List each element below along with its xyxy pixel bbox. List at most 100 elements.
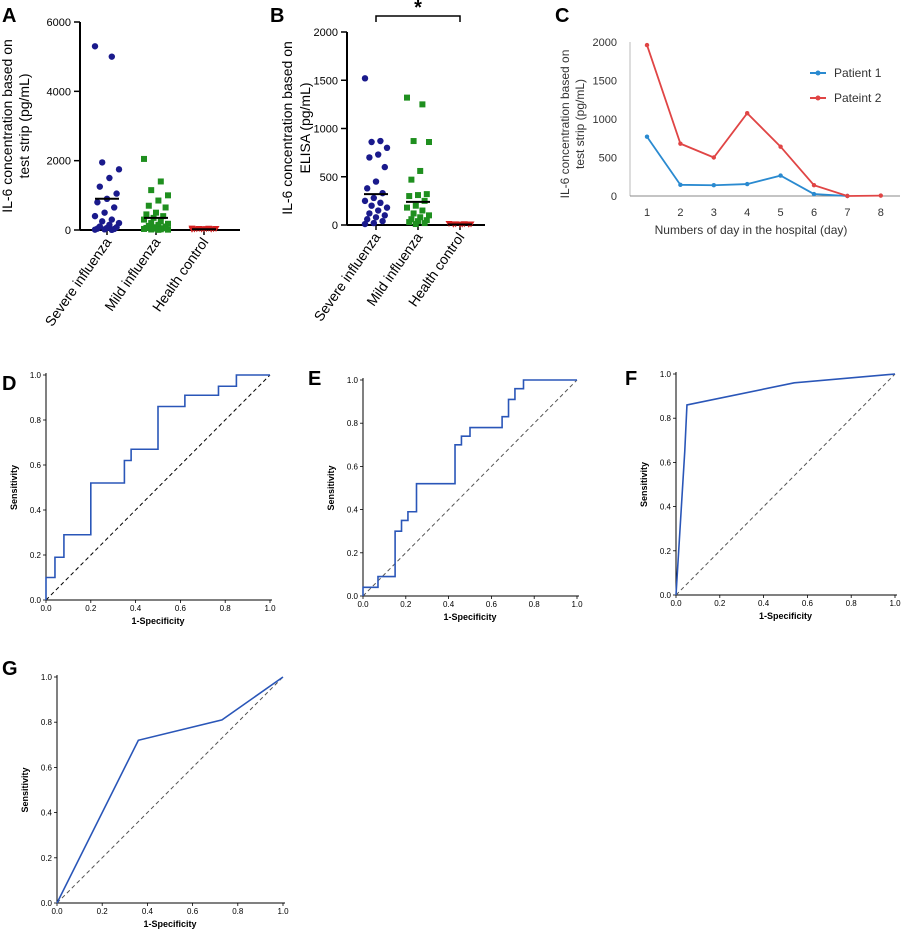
b-point-severe	[383, 144, 391, 151]
b-ytick-label: 1000	[314, 124, 338, 136]
e-ylabel: Sensitivity	[326, 465, 336, 510]
f-xtick-label: 0.2	[714, 599, 726, 608]
c-series-2-point	[845, 193, 850, 199]
b-ylabel-line2: ELISA (pg/mL)	[297, 82, 313, 173]
panel-label-g: G	[2, 658, 18, 680]
a-point-mild	[141, 216, 147, 223]
g-ytick-label: 0.6	[41, 763, 53, 772]
g-roc-curve	[56, 676, 284, 904]
a-point-severe	[108, 216, 116, 223]
panel-b-scatter: IL-6 concentration based on ELISA (pg/mL…	[279, 0, 485, 324]
f-ytick-label: 0.0	[660, 591, 672, 600]
c-xtick-label: 8	[878, 207, 884, 219]
b-point-mild	[417, 214, 424, 221]
b-point-mild	[412, 221, 419, 228]
b-point-mild	[421, 220, 428, 227]
d-xlabel: 1-Specificity	[131, 616, 184, 626]
b-point-mild	[419, 207, 426, 214]
c-series-2-point	[644, 42, 650, 48]
e-ytick-label: 0.0	[347, 592, 359, 601]
g-xtick-label: 1.0	[277, 907, 289, 916]
g-xtick-label: 0.8	[232, 907, 244, 916]
f-ylabel: Sensitivity	[639, 462, 649, 507]
e-reference-diagonal	[362, 379, 578, 597]
b-point-mild	[406, 219, 413, 226]
b-point-severe	[377, 199, 384, 207]
f-reference-diagonal	[675, 373, 896, 596]
f-xtick-label: 0.8	[846, 599, 858, 608]
b-point-mild	[408, 176, 415, 183]
c-xtick-label: 6	[811, 207, 817, 219]
c-series-1-point	[711, 183, 716, 188]
a-ytick-label: 6000	[47, 17, 71, 29]
b-point-severe	[375, 207, 382, 214]
b-point-severe	[366, 210, 373, 217]
b-ytick-label: 2000	[314, 27, 338, 39]
a-point-severe	[111, 204, 118, 211]
a-point-severe	[91, 226, 99, 233]
f-xtick-label: 0.4	[758, 599, 770, 608]
d-xtick-label: 0.2	[85, 604, 97, 613]
c-series-2-point	[811, 183, 817, 188]
f-xtick-label: 0.0	[670, 599, 682, 608]
b-point-severe	[364, 216, 371, 223]
a-point-severe	[101, 226, 108, 233]
panel-label-a: A	[2, 5, 16, 27]
c-xtick-label: 2	[677, 207, 683, 219]
c-series-line-2	[646, 44, 881, 197]
g-ytick-label: 1.0	[41, 673, 53, 682]
d-xtick-label: 0.8	[220, 604, 232, 613]
a-ytick-label: 4000	[47, 86, 71, 98]
b-point-mild	[412, 202, 419, 209]
c-legend: Patient 1 Pateint 2	[810, 66, 882, 105]
c-series-2-point	[878, 193, 883, 198]
e-ytick-label: 0.8	[347, 419, 359, 428]
b-ytick-label: 1500	[314, 75, 338, 87]
b-ytick-label: 500	[320, 172, 338, 184]
e-xtick-label: 0.2	[400, 600, 412, 609]
a-point-mild	[157, 218, 164, 225]
a-ylabel-line1: IL-6 concentration based on	[0, 39, 15, 213]
d-xtick-label: 0.4	[130, 604, 142, 613]
b-point-severe	[381, 163, 388, 171]
d-xtick-label: 0.6	[175, 604, 187, 613]
d-ytick-label: 1.0	[30, 371, 42, 380]
b-point-severe	[368, 202, 375, 209]
c-xtick-label: 3	[711, 207, 717, 219]
b-point-severe	[361, 75, 369, 82]
c-series-2-point	[678, 141, 683, 146]
panel-a-scatter: IL-6 concentration based on test strip (…	[0, 17, 240, 329]
a-point-mild	[148, 226, 155, 233]
f-xlabel: 1-Specificity	[759, 611, 812, 621]
c-ytick-label: 2000	[593, 37, 617, 49]
b-point-severe	[372, 178, 380, 185]
f-ytick-label: 0.2	[660, 547, 672, 556]
b-point-mild	[410, 210, 417, 217]
legend-patient2-label: Pateint 2	[834, 91, 882, 105]
a-point-mild	[143, 211, 150, 218]
a-point-mild	[165, 226, 171, 233]
a-ytick-label: 2000	[47, 156, 71, 168]
f-ytick-label: 0.4	[660, 503, 672, 512]
b-point-severe	[372, 214, 380, 221]
a-point-severe	[94, 199, 101, 206]
e-xlabel: 1-Specificity	[443, 612, 496, 622]
b-point-severe	[361, 220, 369, 228]
a-point-mild	[160, 213, 167, 220]
panel-g-roc: 0.00.0 0.2 0.2 0.4 0.4 0.6 0.6 0.8 0.8 1.0 1.0 1-Sp…	[20, 673, 289, 929]
g-ytick-label: 0.0	[41, 899, 53, 908]
c-series-2-point	[745, 111, 750, 116]
b-point-mild	[426, 212, 432, 219]
b-point-mild	[415, 192, 421, 199]
c-xtick-label: 4	[744, 207, 750, 219]
c-series-2-point	[711, 155, 716, 160]
g-xtick-label: 0.4	[142, 907, 154, 916]
a-point-severe	[91, 212, 99, 220]
e-ytick-label: 0.2	[347, 549, 359, 558]
f-ytick-label: 1.0	[660, 370, 672, 379]
d-ytick-label: 0.6	[30, 461, 42, 470]
a-point-severe	[99, 218, 106, 225]
panel-label-e: E	[308, 368, 321, 390]
c-series-1-point	[778, 173, 783, 178]
